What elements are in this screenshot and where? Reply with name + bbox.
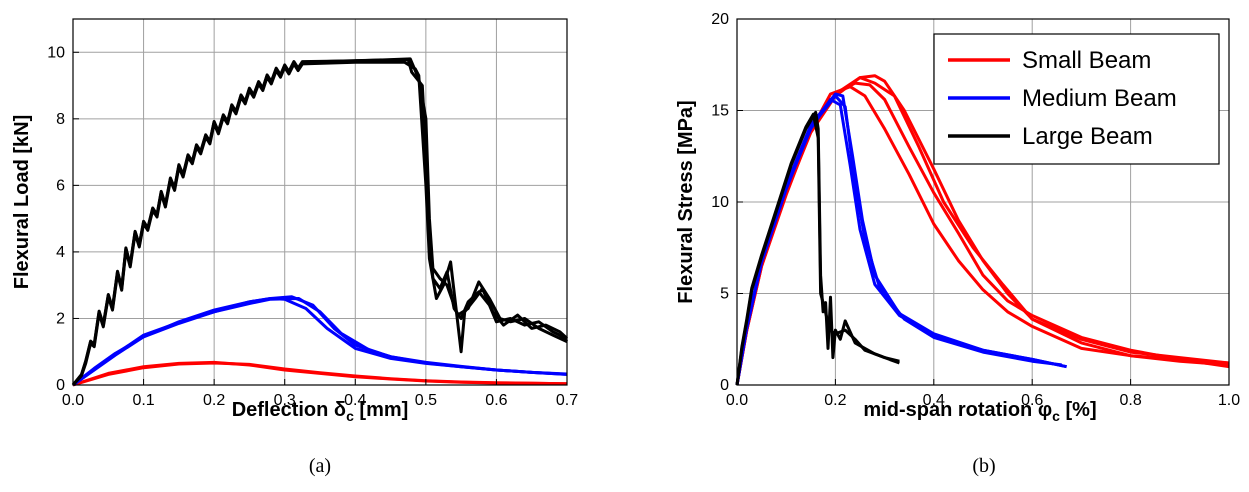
chart-panel-b: 0.0 0.2 0.4 0.6 0.8 1.0 0 5 10 15 20 Small Beam Med…	[675, 11, 1240, 477]
chart-a-xtick-label: 0.4	[344, 392, 366, 409]
chart-b-xtick-label: 0.8	[1119, 392, 1141, 409]
chart-a-frame	[72, 18, 568, 386]
chart-a-xlabel: Deflection δc [mm]	[232, 399, 409, 424]
chart-a-ticks: 0.0 0.1 0.2 0.3 0.4 0.5 0.6 0.7 0 2 4 6 8 10	[47, 44, 578, 409]
chart-a-grid	[72, 19, 568, 386]
chart-b-ticks: 0.0 0.2 0.4 0.6 0.8 1.0 0 5 10 15 20	[711, 11, 1240, 409]
chart-panel-a: 0.0 0.1 0.2 0.3 0.4 0.5 0.6 0.7 0 2 4 6 8 10 Deflecti…	[11, 18, 578, 477]
chart-a-xtick-label: 0.0	[62, 392, 84, 409]
chart-a-xtick-label: 0.6	[485, 392, 507, 409]
chart-a-series-line	[72, 361, 568, 387]
chart-b-xtick-label: 0.6	[1021, 392, 1043, 409]
chart-a-xtick-label: 0.7	[556, 392, 578, 409]
chart-a-series-line	[71, 57, 568, 386]
chart-a-ytick-label: 0	[56, 377, 65, 394]
chart-b-xtick-label: 0.2	[824, 392, 846, 409]
chart-b-xtick-label: 0.0	[726, 392, 748, 409]
chart-a-caption: (a)	[309, 455, 331, 477]
legend-label: Medium Beam	[1022, 85, 1177, 112]
chart-b-xtick-label: 0.4	[923, 392, 945, 409]
chart-a-xtick-label: 0.5	[415, 392, 437, 409]
legend-label: Large Beam	[1022, 123, 1153, 150]
chart-a-xtick-label: 0.1	[132, 392, 154, 409]
chart-b-series-line	[735, 112, 900, 386]
chart-a-ytick-label: 6	[56, 177, 65, 194]
chart-b-ytick-label: 10	[711, 194, 729, 211]
chart-b-ylabel: Flexural Stress [MPa]	[675, 100, 697, 303]
chart-b-series	[735, 74, 1230, 386]
chart-b-xlabel: mid-span rotation φc [%]	[863, 399, 1096, 424]
chart-b-xtick-label: 1.0	[1218, 392, 1240, 409]
chart-a-ylabel: Flexural Load [kN]	[11, 115, 33, 289]
chart-b-legend: Small Beam Medium Beam Large Beam	[933, 33, 1220, 165]
chart-b-ytick-label: 5	[720, 286, 729, 303]
chart-a-series-line	[72, 297, 568, 387]
chart-a-ytick-label: 4	[56, 244, 65, 261]
chart-a-ytick-label: 2	[56, 310, 65, 327]
legend-label: Small Beam	[1022, 47, 1151, 74]
chart-a-xtick-label: 0.3	[274, 392, 296, 409]
chart-a-series	[71, 57, 569, 387]
chart-a-xtick-label: 0.2	[203, 392, 225, 409]
chart-b-ytick-label: 20	[711, 11, 729, 28]
chart-a-ytick-label: 10	[47, 44, 65, 61]
chart-b-ytick-label: 15	[711, 103, 729, 120]
chart-b-caption: (b)	[972, 455, 995, 477]
chart-a-ytick-label: 8	[56, 111, 65, 128]
chart-b-ytick-label: 0	[720, 377, 729, 394]
